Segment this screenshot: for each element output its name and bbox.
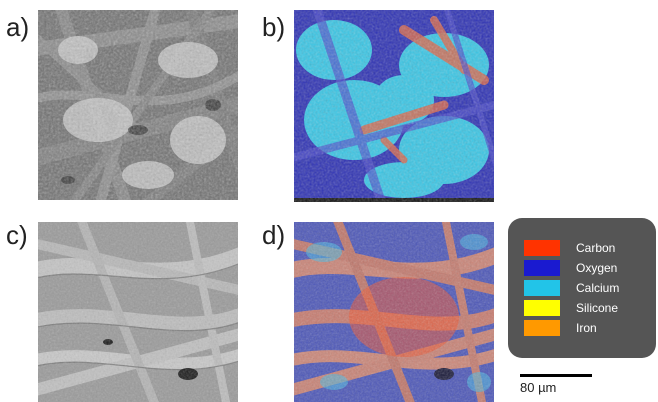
legend-swatch-calcium xyxy=(524,280,560,296)
legend-item-oxygen: Oxygen xyxy=(524,260,652,276)
legend-label-iron: Iron xyxy=(576,321,597,335)
legend-item-iron: Iron xyxy=(524,320,652,336)
sem-image-a xyxy=(38,10,238,200)
scale-bar xyxy=(520,374,592,377)
eds-map-d xyxy=(294,222,494,402)
legend-swatch-iron xyxy=(524,320,560,336)
legend-swatch-silicone xyxy=(524,300,560,316)
element-legend: Carbon Oxygen Calcium Silicone Iron xyxy=(508,218,656,358)
legend-item-silicone: Silicone xyxy=(524,300,652,316)
sem-image-c xyxy=(38,222,238,402)
scale-bar-label: 80 µm xyxy=(520,380,557,395)
panel-label-b: b) xyxy=(262,12,286,42)
legend-swatch-oxygen xyxy=(524,260,560,276)
panel-label-a: a) xyxy=(6,12,30,42)
legend-label-silicone: Silicone xyxy=(576,301,619,315)
legend-label-oxygen: Oxygen xyxy=(576,261,618,275)
legend-swatch-carbon xyxy=(524,240,560,256)
eds-map-b xyxy=(294,10,494,202)
legend-label-carbon: Carbon xyxy=(576,241,616,255)
legend-item-carbon: Carbon xyxy=(524,240,652,256)
legend-item-calcium: Calcium xyxy=(524,280,652,296)
panel-label-c: c) xyxy=(6,220,28,250)
panel-label-d: d) xyxy=(262,220,286,250)
legend-label-calcium: Calcium xyxy=(576,281,620,295)
